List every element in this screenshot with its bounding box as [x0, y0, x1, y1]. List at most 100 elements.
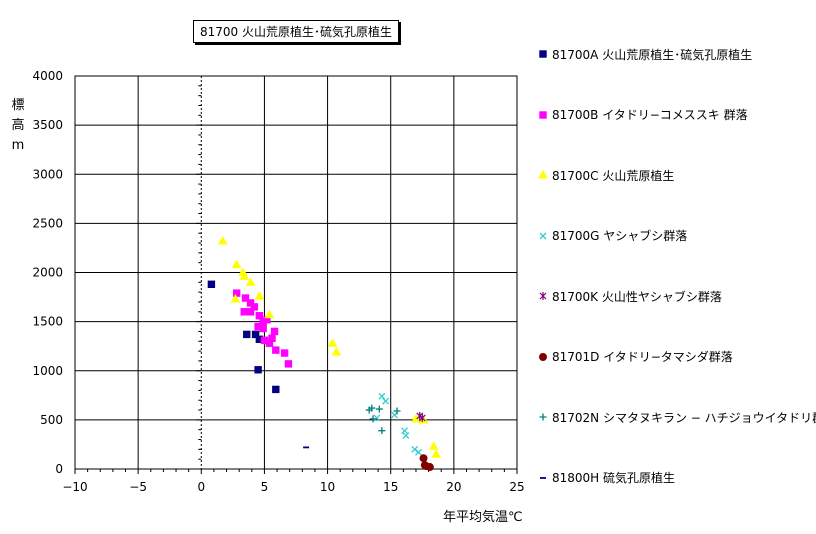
data-point — [265, 339, 274, 347]
y-tick-label: 4000 — [32, 69, 63, 83]
data-point-shape — [378, 392, 386, 400]
legend-marker-shape — [539, 413, 547, 421]
data-point-shape — [415, 448, 422, 456]
data-point — [415, 448, 422, 456]
data-point — [246, 308, 255, 316]
data-point-shape — [375, 405, 383, 413]
data-point-shape — [245, 277, 256, 286]
data-point — [428, 441, 439, 450]
series-7 — [365, 404, 401, 435]
data-point — [284, 360, 293, 368]
legend-marker — [539, 50, 547, 58]
y-tick-label: 3000 — [32, 167, 63, 181]
data-point — [232, 289, 241, 297]
legend-label: 81800H 硫気孔原植生 — [552, 471, 676, 485]
legend-marker — [539, 110, 547, 119]
data-point-shape — [217, 236, 228, 245]
data-point — [240, 308, 248, 316]
data-point-shape — [251, 330, 260, 339]
data-point-shape — [401, 427, 409, 435]
data-point — [272, 346, 280, 354]
data-point-shape — [243, 330, 251, 339]
data-point-shape — [331, 347, 342, 356]
legend-marker-shape-shape — [539, 232, 547, 239]
legend-marker-shape — [539, 352, 547, 361]
chart-title: 81700 火山荒原植生･硫気孔原植生 — [193, 20, 399, 43]
data-point-shape — [230, 294, 241, 303]
x-tick-label: 20 — [446, 480, 461, 494]
data-point — [230, 294, 241, 303]
data-point-shape — [254, 291, 265, 300]
x-tick-label: −10 — [62, 480, 87, 494]
legend-marker-shape-shape — [539, 352, 547, 361]
legend-marker — [539, 232, 547, 239]
x-tick-label: 5 — [261, 480, 269, 494]
data-point-shape — [373, 414, 381, 422]
legend-label: 81701D イタドリ−タマシダ群落 — [552, 350, 733, 364]
data-point-shape — [369, 415, 377, 423]
data-point-shape — [264, 309, 275, 319]
data-point-shape — [418, 413, 426, 422]
data-point — [241, 294, 250, 302]
data-point — [393, 407, 401, 415]
legend-item: 81700G ヤシャブシ群落 — [537, 227, 687, 245]
legend-marker-shape — [539, 110, 547, 119]
legend-label: 81702N シマタヌキラン − ハチジョウイタドリ群集 — [552, 410, 816, 425]
legend-label: 81700B イタドリ−コメススキ 群落 — [552, 108, 748, 122]
data-point — [254, 366, 262, 374]
data-point — [207, 280, 216, 288]
series-5 — [416, 411, 426, 422]
series-6 — [419, 454, 434, 472]
y-tick-label: 500 — [40, 413, 63, 427]
data-point-shape — [368, 404, 376, 412]
data-point-shape — [207, 280, 216, 288]
data-point-shape — [241, 294, 250, 302]
data-point — [245, 277, 256, 286]
legend-label: 81700G ヤシャブシ群落 — [552, 229, 688, 243]
data-point — [239, 271, 250, 280]
y-axis-label-char: m — [11, 138, 25, 153]
data-point-shape — [240, 308, 248, 316]
data-point — [382, 397, 390, 405]
data-point — [401, 427, 409, 435]
y-axis-label: 標 高 m — [10, 96, 26, 156]
data-point-shape — [272, 385, 280, 394]
data-point-shape — [231, 259, 242, 269]
data-point — [431, 449, 442, 458]
data-point-shape — [232, 289, 241, 297]
data-point — [259, 324, 267, 333]
legend-marker-shape — [539, 292, 547, 300]
legend-item: 81700K 火山性ヤシャブシ群落 — [537, 287, 722, 305]
data-point — [264, 309, 275, 319]
y-tick-label: 0 — [55, 462, 63, 476]
data-point — [369, 415, 377, 423]
y-tick-label: 2000 — [32, 266, 63, 280]
x-tick-label: 0 — [197, 480, 205, 494]
tick-labels: −10 −5 0 5 10 15 20 25 0 500 1000 1500 2000 2500 3000 3… — [32, 69, 524, 494]
data-point — [378, 427, 386, 435]
x-axis-label: 年平均気温℃ — [443, 510, 523, 525]
data-point — [373, 414, 381, 422]
legend-item: 81800H 硫気孔原植生 — [537, 469, 675, 487]
data-point-shape — [431, 449, 442, 458]
legend-label: 81700K 火山性ヤシャブシ群落 — [552, 289, 722, 304]
legend-marker-shape — [539, 232, 547, 239]
legend-item: 81700C 火山荒原植生 — [537, 166, 674, 184]
legend-marker-shape-shape — [539, 110, 547, 119]
data-point-shape — [255, 312, 264, 320]
data-point — [272, 385, 280, 394]
data-point-shape — [259, 324, 267, 333]
data-point — [378, 392, 386, 400]
data-point-shape — [246, 299, 255, 307]
data-point-shape — [378, 427, 386, 435]
legend-marker-shape-shape — [538, 169, 548, 179]
axes — [74, 75, 518, 474]
legend-marker-shape — [539, 50, 547, 58]
legend-marker-shape-shape — [539, 413, 547, 421]
data-point — [217, 236, 228, 245]
data-point — [402, 432, 410, 440]
data-point-shape — [419, 454, 428, 463]
data-point — [243, 330, 251, 339]
data-point — [254, 291, 265, 300]
legend-marker-shape — [538, 169, 548, 179]
